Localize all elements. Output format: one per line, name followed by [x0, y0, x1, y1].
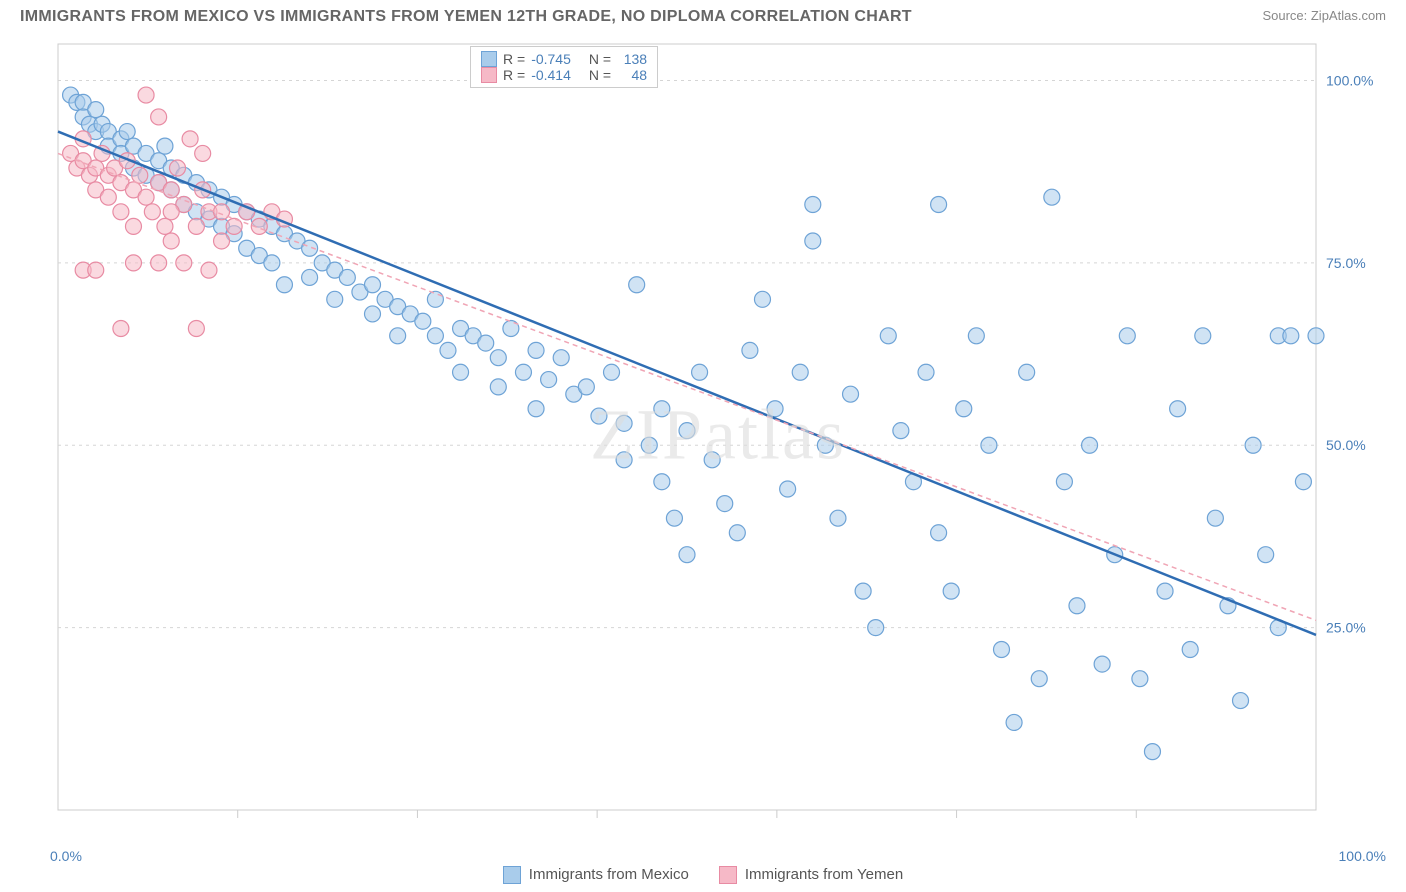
correlation-legend: R =-0.745N =138R =-0.414N =48 — [470, 46, 658, 88]
scatter-plot: 25.0% 50.0% 75.0% 100.0% — [50, 40, 1386, 830]
svg-text:100.0%: 100.0% — [1326, 72, 1373, 88]
svg-text:25.0%: 25.0% — [1326, 620, 1366, 636]
x-tick-max: 100.0% — [1339, 848, 1386, 864]
svg-text:75.0%: 75.0% — [1326, 255, 1366, 271]
x-tick-min: 0.0% — [50, 848, 82, 864]
legend-item: Immigrants from Yemen — [719, 866, 903, 884]
legend-row: R =-0.414N =48 — [481, 67, 647, 83]
chart-title: IMMIGRANTS FROM MEXICO VS IMMIGRANTS FRO… — [20, 8, 912, 26]
legend-item: Immigrants from Mexico — [503, 866, 689, 884]
legend-row: R =-0.745N =138 — [481, 51, 647, 67]
source-label: Source: ZipAtlas.com — [1262, 8, 1386, 23]
x-axis-ticks: 0.0% 100.0% — [50, 848, 1386, 864]
svg-text:50.0%: 50.0% — [1326, 437, 1366, 453]
series-legend: Immigrants from Mexico Immigrants from Ye… — [0, 866, 1406, 884]
chart-area: 12th Grade, No Diploma 25.0%50.0%75.0%10… — [50, 40, 1386, 830]
